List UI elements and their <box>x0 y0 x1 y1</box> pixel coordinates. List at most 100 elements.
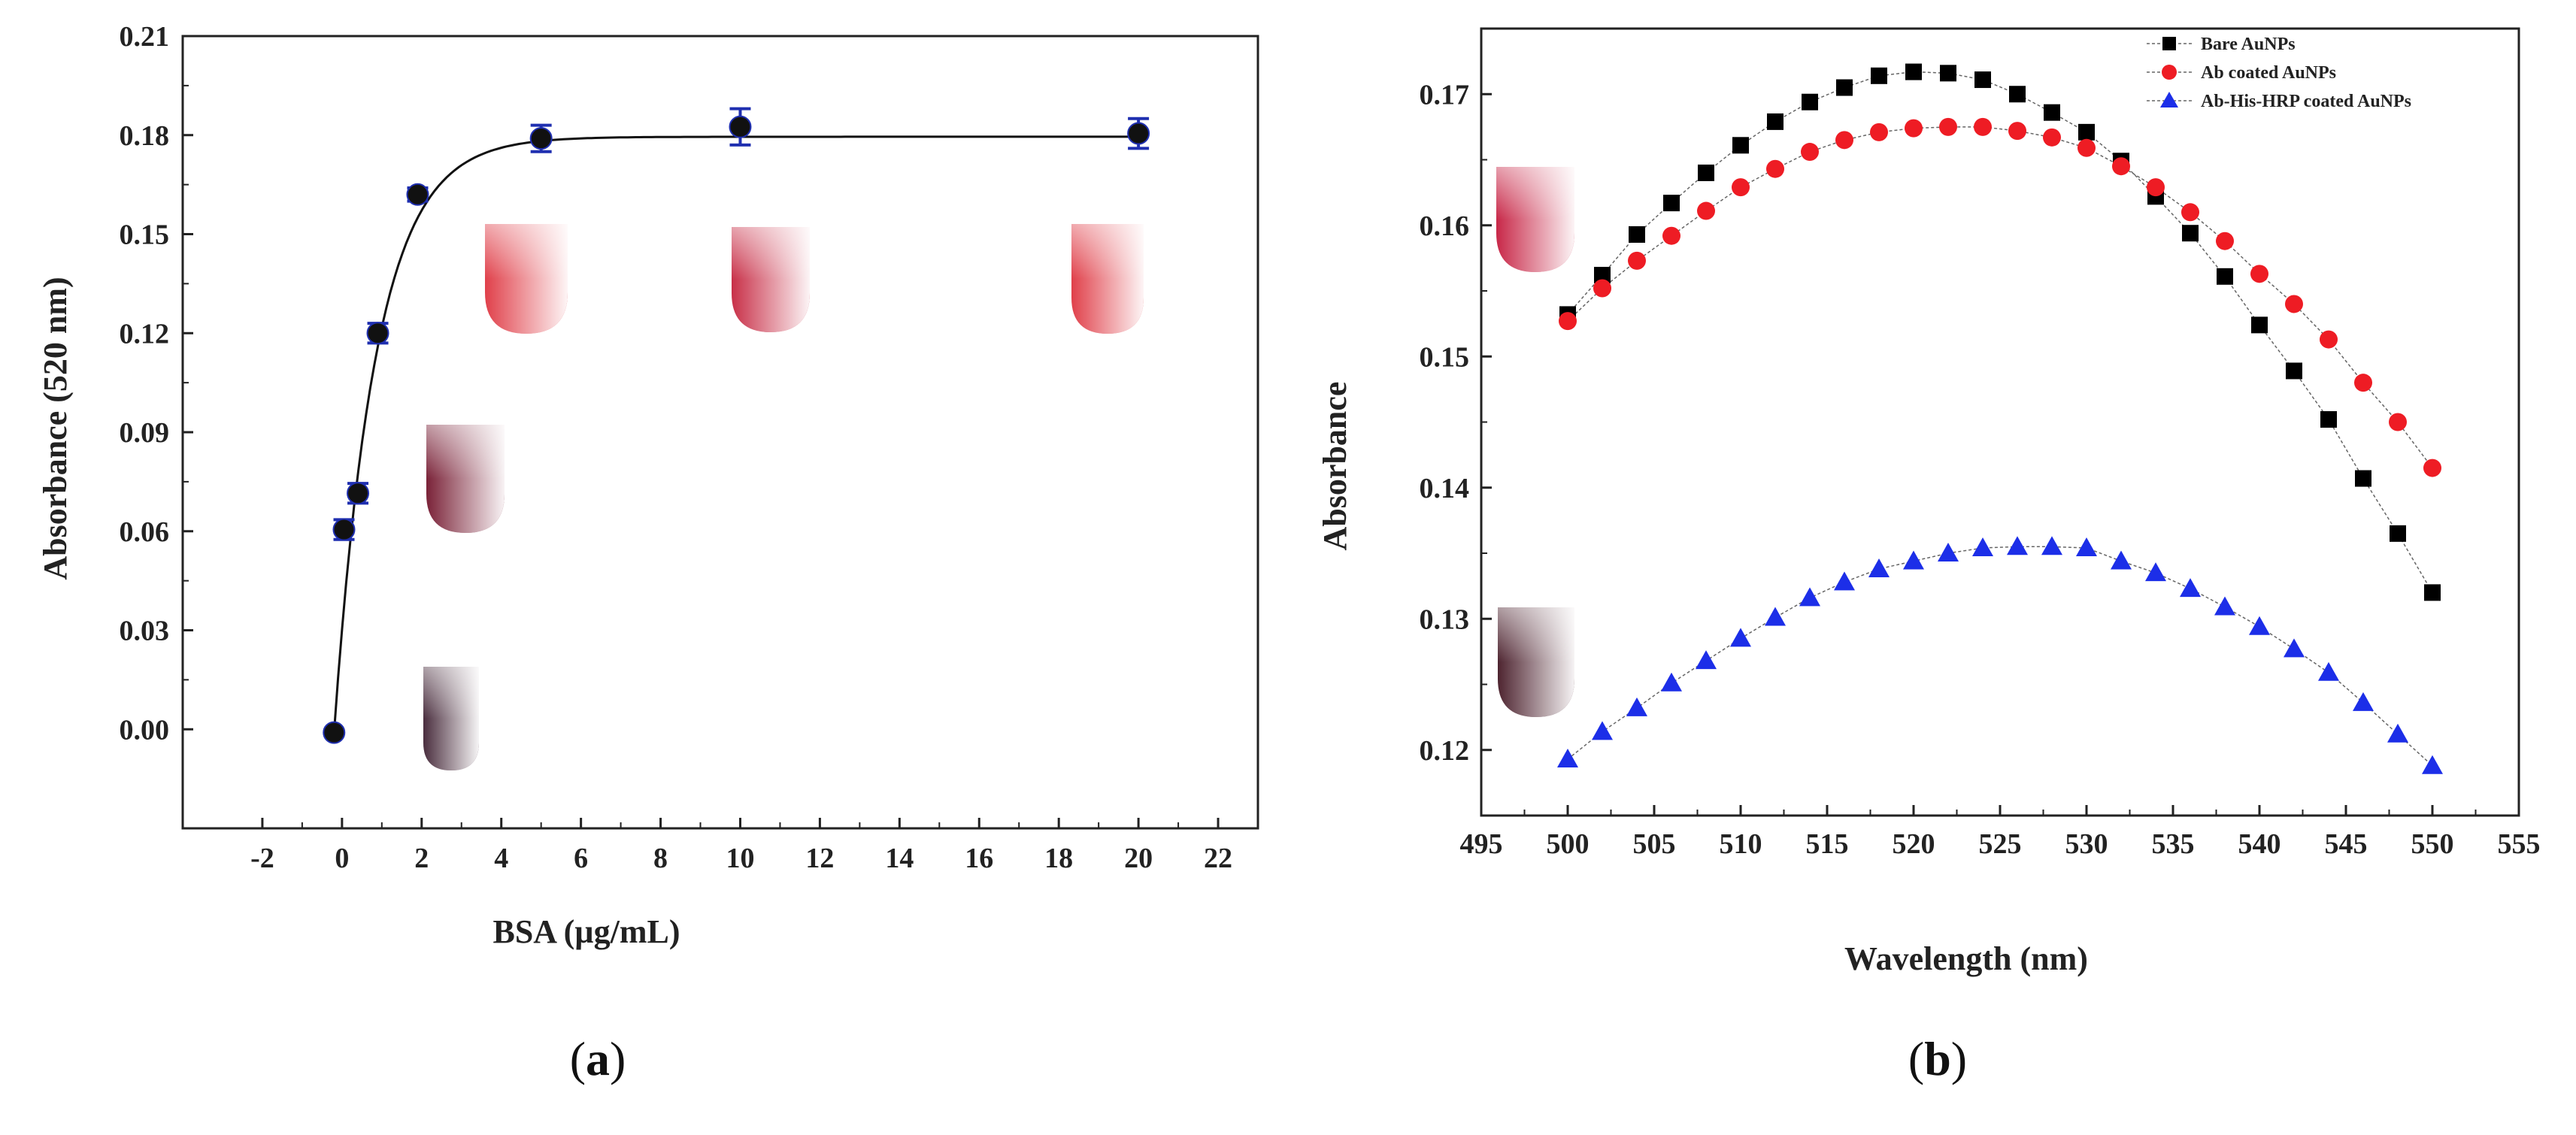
panel-a-tube-0 <box>423 667 479 770</box>
panel-a-y-tick-label: 0.21 <box>120 21 170 53</box>
panel-b-x-tick-label: 510 <box>1720 828 1762 860</box>
panel-a-data-point <box>1127 122 1150 145</box>
panel-b-point-bare <box>1974 71 1991 89</box>
panel-a-y-tick-label: 0.12 <box>120 318 170 350</box>
panel-a-x-tick-label: 20 <box>1124 843 1153 874</box>
panel-b-x-tick-label: 530 <box>2065 828 2108 860</box>
panel-b-point-hrp <box>1765 607 1786 626</box>
panel-b-point-ab <box>2077 138 2096 157</box>
panel-b-y-tick-label: 0.13 <box>1420 604 1470 635</box>
panel-b-point-bare <box>2009 86 2026 103</box>
panel-b-point-hrp <box>1557 748 1578 767</box>
panel-a-y-tick-label: 0.15 <box>120 219 170 251</box>
panel-a-points <box>323 107 1150 744</box>
panel-b-point-hrp <box>1730 628 1751 647</box>
panel-b-tube-dark <box>1498 607 1574 717</box>
panel-b-series-line <box>1567 126 2433 469</box>
panel-b-point-hrp <box>2284 638 2305 658</box>
panel-b-point-hrp <box>2007 536 2028 555</box>
panel-b-point-bare <box>1732 137 1749 154</box>
panel-b-point-hrp <box>1626 697 1647 716</box>
panel-b-point-bare <box>2182 225 2199 242</box>
panel-b-series-line <box>1567 71 2433 593</box>
panel-b-point-bare <box>2251 316 2268 334</box>
panel-a-y-tick-label: 0.00 <box>120 714 170 746</box>
panel-b-point-hrp <box>2180 578 2201 598</box>
panel-b-x-tick-label: 555 <box>2498 828 2541 860</box>
panel-b: 495 500 505 510 515 520 525 530 535 540 545 550 555 0… <box>1317 27 2541 1085</box>
panel-b-point-bare <box>1940 65 1956 82</box>
panel-b-point-ab <box>1593 279 1611 298</box>
panel-b-point-bare <box>2390 525 2406 542</box>
panel-a-data-point <box>729 115 752 138</box>
panel-a-x-tick-label: 6 <box>574 843 588 874</box>
panel-b-point-ab <box>1801 143 1819 162</box>
panel-b-point-hrp <box>1938 543 1959 561</box>
panel-a-x-tick-label: -2 <box>250 843 274 874</box>
panel-b-x-tick-label: 520 <box>1893 828 1935 860</box>
panel-a-tube-10 <box>732 227 810 332</box>
panel-b-legend-label: Bare AuNPs <box>2201 35 2296 54</box>
panel-b-point-bare <box>2217 268 2233 285</box>
panel-b-point-hrp <box>2422 755 2443 774</box>
panel-b-point-hrp <box>1799 587 1820 607</box>
panel-b-point-ab <box>1870 123 1888 141</box>
panel-b-legend-marker-ab <box>2162 65 2177 80</box>
panel-b-x-tick-label: 525 <box>1979 828 2022 860</box>
panel-b-point-ab <box>1732 178 1750 197</box>
panel-a-data-point <box>332 518 356 541</box>
panel-b-point-bare <box>1905 63 1922 80</box>
panel-b-point-hrp <box>1661 672 1682 692</box>
panel-b-point-hrp <box>1972 537 1993 557</box>
panel-b-point-hrp <box>1868 558 1890 577</box>
panel-b-point-bare <box>1871 67 1887 84</box>
panel-a-y-tick-label: 0.03 <box>120 616 170 647</box>
panel-a-x-tick-label: 12 <box>805 843 834 874</box>
panel-b-point-ab <box>2112 157 2130 176</box>
panel-b-point-hrp <box>2111 550 2132 570</box>
panel-a-x-tick-label: 22 <box>1204 843 1232 874</box>
panel-b-point-hrp <box>2318 661 2339 681</box>
panel-a-y-tick-label: 0.06 <box>120 516 170 548</box>
panel-b-x-tick-label: 535 <box>2152 828 2195 860</box>
panel-b-x-tick-label: 500 <box>1547 828 1590 860</box>
panel-b-point-hrp <box>2076 537 2097 557</box>
panel-b-point-bare <box>2320 411 2337 428</box>
panel-a-x-tick-label: 8 <box>653 843 668 874</box>
panel-a-y-tick-label: 0.09 <box>120 417 170 449</box>
panel-b-point-bare <box>2078 123 2095 141</box>
panel-b-point-ab <box>1939 117 1957 136</box>
panel-b-point-ab <box>2423 459 2441 477</box>
panel-a-x-tick-label: 0 <box>335 843 349 874</box>
panel-a-data-point <box>406 183 429 206</box>
panel-b-point-bare <box>1594 267 1611 284</box>
panel-b-point-hrp <box>2353 692 2374 711</box>
panel-b-point-bare <box>2355 470 2371 487</box>
panel-b-point-hrp <box>2214 596 2235 616</box>
panel-a-x-tick-label: 4 <box>494 843 508 874</box>
panel-b-series-line <box>1567 546 2433 767</box>
panel-b-point-ab <box>1974 117 1992 136</box>
panel-a-caption: (a) <box>570 1032 626 1085</box>
panel-b-point-bare <box>1663 195 1680 212</box>
panel-a-x-axis-label: BSA (µg/mL) <box>492 913 680 950</box>
panel-b-point-hrp <box>1696 650 1717 670</box>
panel-b-point-bare <box>1767 113 1784 130</box>
panel-b-point-hrp <box>2249 616 2270 635</box>
panel-b-legend-label: Ab-His-HRP coated AuNPs <box>2201 92 2411 111</box>
panel-b-y-tick-label: 0.16 <box>1420 210 1470 242</box>
panel-b-point-ab <box>1559 312 1577 331</box>
panel-b-legend: Bare AuNPs Ab coated AuNPs Ab-His-HRP coat… <box>2147 35 2411 111</box>
panel-b-point-bare <box>2424 584 2441 601</box>
panel-b-point-hrp <box>1592 721 1613 740</box>
panel-b-y-tick-label: 0.15 <box>1420 341 1470 373</box>
panel-b-series-lines <box>1567 71 2433 767</box>
panel-b-point-ab <box>1766 159 1784 178</box>
panel-a-data-point <box>366 322 389 345</box>
panel-b-point-hrp <box>1903 550 1924 570</box>
panel-a-y-axis-label: Absorbance (520 nm) <box>37 277 74 580</box>
panel-a-x-tick-label: 10 <box>726 843 754 874</box>
panel-b-legend-marker-hrp <box>2160 92 2178 107</box>
panel-a-tube-20 <box>1071 224 1144 334</box>
